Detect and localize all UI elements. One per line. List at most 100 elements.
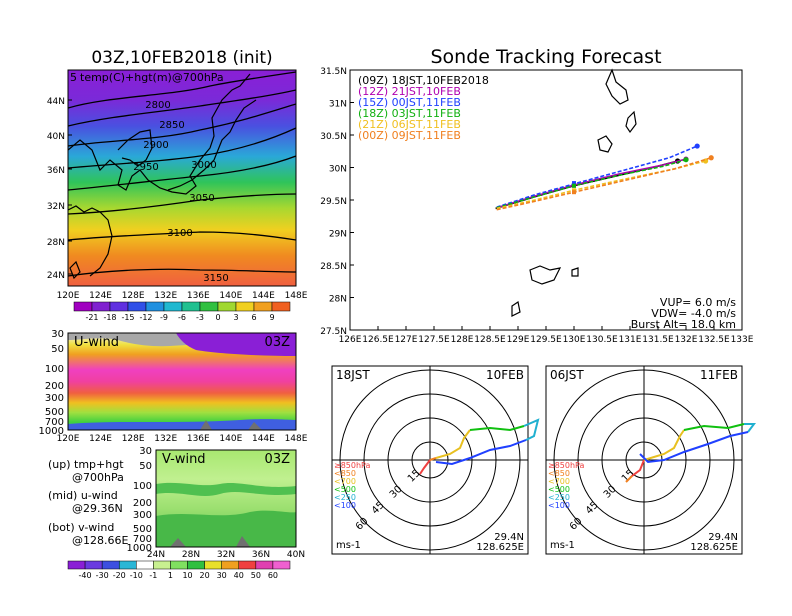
coastline-china	[68, 205, 113, 277]
vwind-dark-band	[156, 482, 296, 496]
map-lon-ticks: 120E 124E 128E 132E 136E 140E 144E 148E	[57, 291, 308, 301]
note-up-line2: @700hPa	[72, 471, 124, 484]
temp-colorbar-label: -3	[196, 313, 204, 322]
temp-colorbar-cell	[235, 301, 255, 312]
uwind-lon-ticks: 120E 124E 128E 132E 136E 140E 144E 148E	[57, 434, 308, 444]
hodo-pressure-legend: <250	[548, 493, 570, 502]
hodo-trace	[419, 459, 431, 475]
vwind-terrain	[170, 536, 250, 547]
temp-colorbar-cell	[145, 301, 165, 312]
coastline	[68, 73, 251, 195]
map-lon-tick: 124E	[89, 291, 112, 301]
contour-labels: 2800 2850 2900 2950 3000 3050 3100 3150	[133, 100, 228, 284]
tracking-legend-item: (09Z) 18JST,10FEB2018	[358, 74, 489, 87]
param-burst: Burst Alt= 18.0 km	[631, 318, 736, 331]
note-bot-line2: @128.66E	[72, 534, 128, 547]
contour-label: 3000	[191, 160, 216, 171]
wind-colorbar-cell	[153, 560, 171, 570]
tracking-lon-ticks: 126E 126.5E 127E 127.5E 128E 128.5E 129E 129.5E…	[339, 326, 754, 345]
hodo-time: 06JST	[550, 368, 584, 382]
uwind-p-tick: 30	[51, 329, 64, 340]
hodo-pressure-legend: <100	[334, 501, 356, 510]
temp-colorbar-label: 3	[233, 313, 238, 322]
vwind-lat-tick: 32N	[217, 550, 235, 560]
map-lat-tick: 24N	[47, 271, 65, 281]
track-marker	[572, 183, 576, 188]
tracking-lon-tick: 129E	[507, 335, 530, 345]
vwind-p-tick: 100	[133, 481, 152, 492]
hodo-trace	[469, 425, 525, 432]
hodo-trace	[643, 429, 685, 461]
track-marker	[572, 181, 576, 186]
wind-colorbar-label: 40	[234, 571, 244, 580]
hodo-pressure-legend: ≥850hPa	[548, 461, 585, 470]
temp-colorbar-cell	[91, 301, 111, 312]
track-endpoint	[683, 157, 689, 163]
wind-colorbar-label: 50	[251, 571, 261, 580]
tracking-legend-item: (18Z) 03JST,11FEB	[358, 107, 461, 120]
hodo-unit: ms-1	[550, 540, 575, 551]
contour-label: 3150	[203, 273, 228, 284]
wind-colorbar-cell	[67, 560, 86, 570]
wind-colorbar-label: 20	[200, 571, 210, 580]
map-lat-tick: 40N	[47, 132, 65, 142]
map-label: temp(C)+hgt(m)@700hPa	[80, 71, 224, 84]
wind-colorbar-cell	[255, 560, 274, 570]
vwind-p-tick: 30	[139, 446, 152, 457]
hodo-trace	[631, 459, 645, 477]
hodo-date: 11FEB	[700, 368, 738, 382]
tracking-lon-tick: 132.5E	[698, 335, 730, 345]
wind-colorbar-cell	[204, 560, 222, 570]
temp-colorbar-cell	[127, 301, 147, 312]
temp-colorbar-label: -6	[178, 313, 186, 322]
uwind-lon-tick: 120E	[57, 434, 80, 444]
wind-colorbar-cell	[118, 560, 137, 570]
uwind-p-tick: 300	[45, 393, 64, 404]
contour-label: 2850	[159, 120, 184, 131]
hodo-trace	[435, 429, 471, 459]
uwind-p-tick: 100	[45, 364, 64, 375]
tracking-lon-tick: 132E	[675, 335, 698, 345]
temp-colorbar: -21 -18 -15 -12 -9 -6 -3 0 3 6 9	[73, 301, 291, 322]
tracking-lon-tick: 133E	[731, 335, 754, 345]
contour-label: 2800	[145, 100, 170, 111]
temp-colorbar-label: -18	[103, 313, 116, 322]
hodo-pressure-legend: <500	[548, 485, 570, 494]
temp-colorbar-cell	[109, 301, 129, 312]
hodo-lat: 29.4N	[494, 532, 524, 543]
vwind-p-tick: 50	[139, 461, 152, 472]
track-endpoint	[708, 155, 714, 161]
wind-colorbar-cell	[272, 560, 291, 570]
temp-colorbar-cell	[217, 301, 237, 312]
tracking-lat-tick: 28.5N	[320, 262, 347, 272]
wind-colorbar-cell	[84, 560, 103, 570]
map-lon-tick: 144E	[252, 291, 275, 301]
uwind-p-tick: 1000	[39, 426, 64, 437]
uwind-lon-tick: 140E	[219, 434, 242, 444]
hodo-date: 10FEB	[486, 368, 524, 382]
wind-colorbar-label: -10	[130, 571, 143, 580]
wind-colorbar-cell	[136, 560, 154, 570]
wind-colorbar-cell	[101, 560, 120, 570]
track-line	[496, 145, 698, 208]
map-lat-tick: 44N	[47, 97, 65, 107]
temp-colorbar-cell	[271, 301, 291, 312]
tracking-lat-ticks: 31.5N 31N 30.5N 30N 29.5N 29N 28.5N 28N 27.5N	[320, 67, 354, 337]
uwind-purple-region	[176, 333, 296, 356]
vwind-p-tick: 300	[133, 510, 152, 521]
tracking-legend: (09Z) 18JST,10FEB2018(12Z) 21JST,10FEB(1…	[358, 74, 489, 142]
contours	[68, 71, 296, 277]
temp-colorbar-label: -9	[160, 313, 168, 322]
wind-colorbar-cell	[238, 560, 257, 570]
tracking-lon-tick: 127E	[395, 335, 418, 345]
uwind-p-tick: 200	[45, 381, 64, 392]
tracking-map: 31.5N 31N 30.5N 30N 29.5N 29N 28.5N 28N 27.5N 12…	[320, 67, 754, 345]
uwind-terrain	[200, 420, 262, 430]
uwind-bottom-region	[68, 419, 296, 430]
hodo-trace	[639, 431, 749, 464]
